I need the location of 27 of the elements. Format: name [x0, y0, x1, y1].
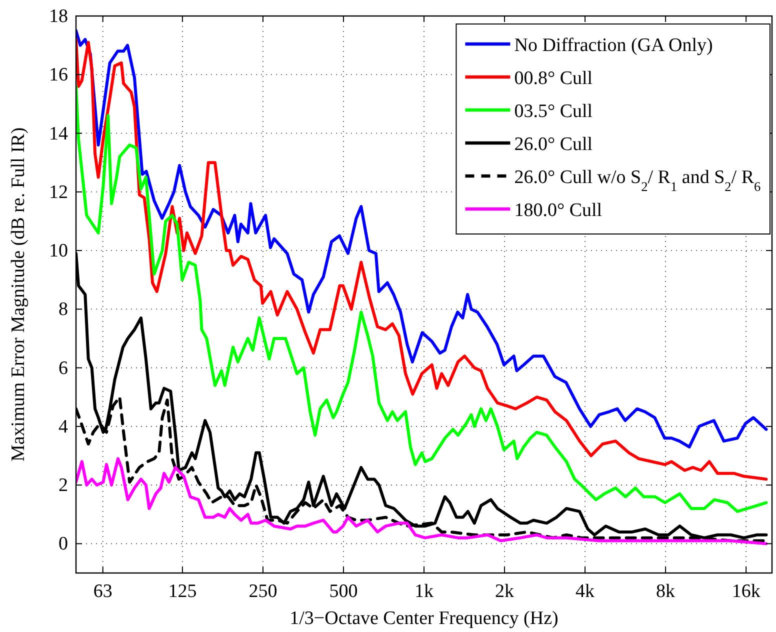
x-tick-label: 250: [248, 581, 278, 602]
y-tick-label: 10: [49, 240, 68, 262]
y-tick-label: 12: [49, 182, 68, 203]
y-tick-label: 14: [49, 123, 68, 144]
legend-label: 26.0° Cull: [514, 134, 593, 155]
x-tick-label: 1k: [414, 581, 434, 602]
legend-label: 03.5° Cull: [514, 101, 593, 122]
legend-label: 00.8° Cull: [514, 68, 593, 89]
x-tick-label: 63: [93, 581, 112, 602]
y-tick-label: 8: [58, 299, 68, 320]
y-tick-label: 0: [58, 534, 68, 555]
y-tick-label: 4: [58, 416, 68, 438]
legend-label: 180.0° Cull: [514, 200, 602, 221]
legend-label: No Diffraction (GA Only): [514, 35, 713, 56]
legend-label: 26.0° Cull w/o S$_{2}$/ R$_{1}$ and S$_{2}$/ R$_{6}$: [514, 167, 761, 194]
y-tick-label: 18: [49, 6, 68, 27]
y-tick-label: 2: [58, 475, 68, 496]
x-tick-label: 8k: [656, 581, 676, 602]
x-tick-label: 125: [168, 581, 197, 602]
y-axis-title: Maximum Error Magnitude (dB re. Full IR): [8, 127, 29, 462]
x-tick-label: 500: [329, 581, 358, 602]
x-tick-label: 4k: [576, 581, 596, 602]
x-tick-label: 16k: [732, 581, 761, 602]
x-axis-title: 1/3−Octave Center Frequency (Hz): [290, 608, 558, 629]
y-tick-label: 16: [49, 64, 68, 86]
x-tick-label: 2k: [495, 581, 515, 602]
y-tick-label: 6: [58, 358, 68, 379]
